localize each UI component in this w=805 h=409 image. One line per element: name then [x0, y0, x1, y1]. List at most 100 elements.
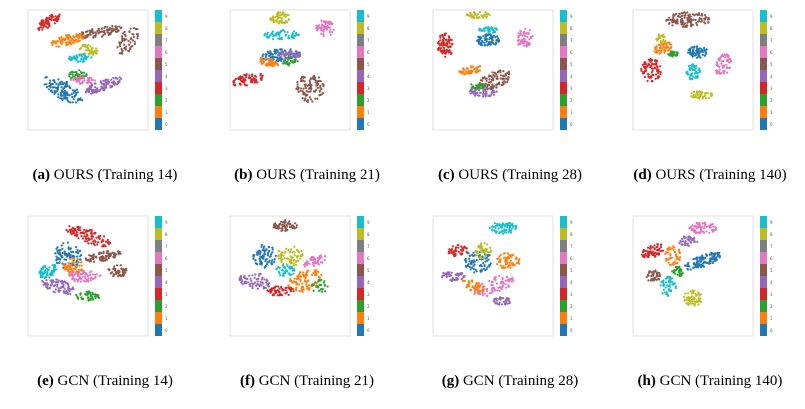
- scatter-point: [439, 36, 442, 39]
- scatter-point: [79, 231, 83, 234]
- scatter-point: [274, 60, 277, 63]
- scatter-point: [475, 249, 478, 252]
- scatter-point: [78, 32, 81, 35]
- scatter-point: [715, 61, 718, 64]
- scatter-point: [302, 271, 305, 274]
- scatter-point: [655, 59, 659, 63]
- scatter-point: [81, 53, 85, 56]
- scatter-point: [117, 271, 120, 274]
- scatter-point: [490, 93, 493, 96]
- scatter-point: [123, 37, 126, 40]
- scatter-point: [659, 65, 662, 68]
- scatter-point: [507, 284, 510, 287]
- scatter-point: [699, 90, 703, 93]
- scatter-point: [649, 247, 652, 250]
- scatter-point: [280, 36, 283, 39]
- scatter-point: [290, 52, 293, 55]
- scatter-point: [508, 228, 511, 231]
- scatter-point: [278, 16, 282, 19]
- scatter-point: [485, 256, 488, 259]
- scatter-point: [89, 81, 92, 84]
- scatter-point: [286, 291, 289, 294]
- scatter-point: [44, 268, 47, 271]
- scatter-point: [70, 56, 73, 59]
- scatter-point: [47, 88, 50, 91]
- scatter-point: [76, 91, 79, 94]
- scatter-point: [260, 58, 263, 62]
- scatter-point: [656, 271, 659, 274]
- scatter-point: [665, 19, 668, 22]
- scatter-point: [114, 76, 117, 79]
- scatter-point: [448, 36, 451, 39]
- scatter-point: [57, 290, 61, 293]
- scatter-point: [467, 69, 470, 72]
- scatter-point: [116, 80, 119, 83]
- scatter-point: [460, 278, 463, 281]
- scatter-point: [263, 32, 266, 36]
- scatter-point: [703, 95, 706, 98]
- scatter-point: [271, 251, 274, 254]
- scatter-point: [274, 222, 277, 225]
- scatter-point: [55, 278, 58, 281]
- scatter-point: [57, 78, 60, 81]
- scatter-point: [101, 86, 104, 89]
- scatter-point: [102, 83, 105, 87]
- scatter-point: [277, 59, 280, 62]
- scatter-point: [665, 44, 668, 47]
- scatter-point: [72, 78, 75, 82]
- scatter-point: [659, 246, 663, 249]
- scatter-point: [506, 261, 509, 264]
- scatter-point: [258, 252, 261, 256]
- scatter-point: [500, 266, 503, 269]
- scatter-point: [493, 229, 496, 232]
- scatter-point: [263, 278, 266, 281]
- scatter-point: [321, 29, 324, 32]
- scatter-point: [299, 89, 302, 92]
- scatter-point: [56, 258, 59, 261]
- scatter-point: [101, 238, 104, 241]
- scatter-point: [52, 15, 55, 18]
- scatter-point: [326, 285, 329, 288]
- scatter-point: [87, 229, 90, 233]
- scatter-point: [273, 258, 276, 261]
- scatter-point: [265, 281, 268, 284]
- scatter-point: [329, 28, 332, 31]
- scatter-point: [499, 69, 502, 72]
- scatter-point: [104, 245, 107, 248]
- scatter-point: [690, 72, 693, 75]
- scatter-point: [256, 251, 259, 254]
- scatter-point: [136, 37, 139, 40]
- scatter-point: [463, 73, 466, 76]
- scatter-point: [521, 41, 524, 45]
- scatter-point: [63, 86, 66, 89]
- colorbar-tick-label: 0: [770, 328, 773, 333]
- scatter-point: [285, 225, 288, 228]
- scatter-point: [467, 285, 470, 288]
- colorbar-segment: [155, 94, 162, 106]
- scatter-point: [505, 258, 508, 261]
- scatter-point: [694, 67, 697, 70]
- scatter-point: [90, 49, 93, 52]
- scatter-point: [481, 44, 484, 47]
- colorbar-segment: [357, 34, 364, 46]
- scatter-point: [505, 299, 508, 302]
- scatter-point: [656, 76, 659, 79]
- scatter-point: [512, 279, 515, 282]
- scatter-point: [459, 252, 462, 255]
- scatter-point: [45, 17, 48, 20]
- scatter-point: [107, 31, 110, 34]
- scatter-point: [44, 282, 47, 285]
- scatter-point: [322, 281, 325, 284]
- scatter-point: [322, 33, 325, 36]
- scatter-point: [76, 78, 79, 82]
- scatter-point: [306, 262, 309, 265]
- scatter-point: [689, 290, 692, 293]
- scatter-point: [311, 100, 314, 103]
- scatter-point: [647, 73, 650, 76]
- scatter-point: [690, 227, 693, 230]
- scatter-point: [446, 42, 449, 45]
- scatter-point: [313, 262, 316, 265]
- scatter-point: [245, 76, 248, 79]
- colorbar-segment: [155, 276, 162, 288]
- scatter-point: [679, 240, 682, 243]
